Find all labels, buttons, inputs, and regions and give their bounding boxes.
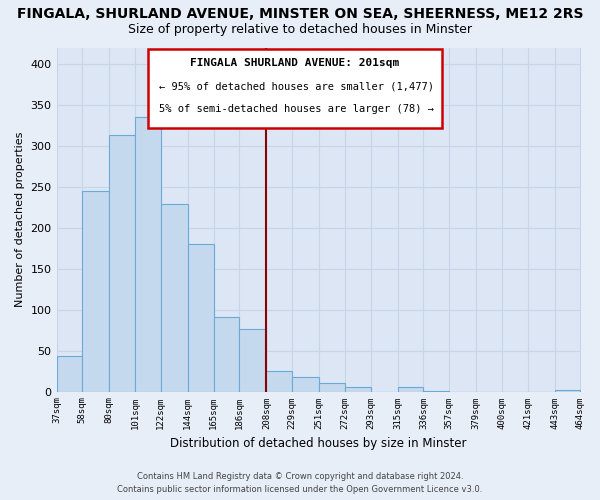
- Bar: [424, 390, 449, 392]
- Text: FINGALA, SHURLAND AVENUE, MINSTER ON SEA, SHEERNESS, ME12 2RS: FINGALA, SHURLAND AVENUE, MINSTER ON SEA…: [17, 8, 583, 22]
- Bar: [214, 317, 239, 392]
- Bar: [188, 244, 214, 392]
- Bar: [345, 388, 371, 392]
- Bar: [56, 356, 82, 392]
- Y-axis label: Number of detached properties: Number of detached properties: [15, 132, 25, 307]
- Text: ← 95% of detached houses are smaller (1,477): ← 95% of detached houses are smaller (1,…: [159, 82, 434, 92]
- Bar: [135, 117, 161, 392]
- Bar: [239, 330, 266, 392]
- Bar: [555, 390, 580, 392]
- Text: 5% of semi-detached houses are larger (78) →: 5% of semi-detached houses are larger (7…: [159, 104, 434, 115]
- Text: FINGALA SHURLAND AVENUE: 201sqm: FINGALA SHURLAND AVENUE: 201sqm: [190, 58, 400, 68]
- Text: Contains HM Land Registry data © Crown copyright and database right 2024.: Contains HM Land Registry data © Crown c…: [137, 472, 463, 481]
- Bar: [398, 388, 424, 392]
- Text: Contains public sector information licensed under the Open Government Licence v3: Contains public sector information licen…: [118, 485, 482, 494]
- Bar: [109, 135, 135, 392]
- Bar: [319, 384, 345, 392]
- Text: Size of property relative to detached houses in Minster: Size of property relative to detached ho…: [128, 22, 472, 36]
- Bar: [161, 204, 188, 392]
- FancyBboxPatch shape: [148, 49, 442, 128]
- Bar: [292, 377, 319, 392]
- Bar: [266, 371, 292, 392]
- Bar: [82, 191, 109, 392]
- X-axis label: Distribution of detached houses by size in Minster: Distribution of detached houses by size …: [170, 437, 467, 450]
